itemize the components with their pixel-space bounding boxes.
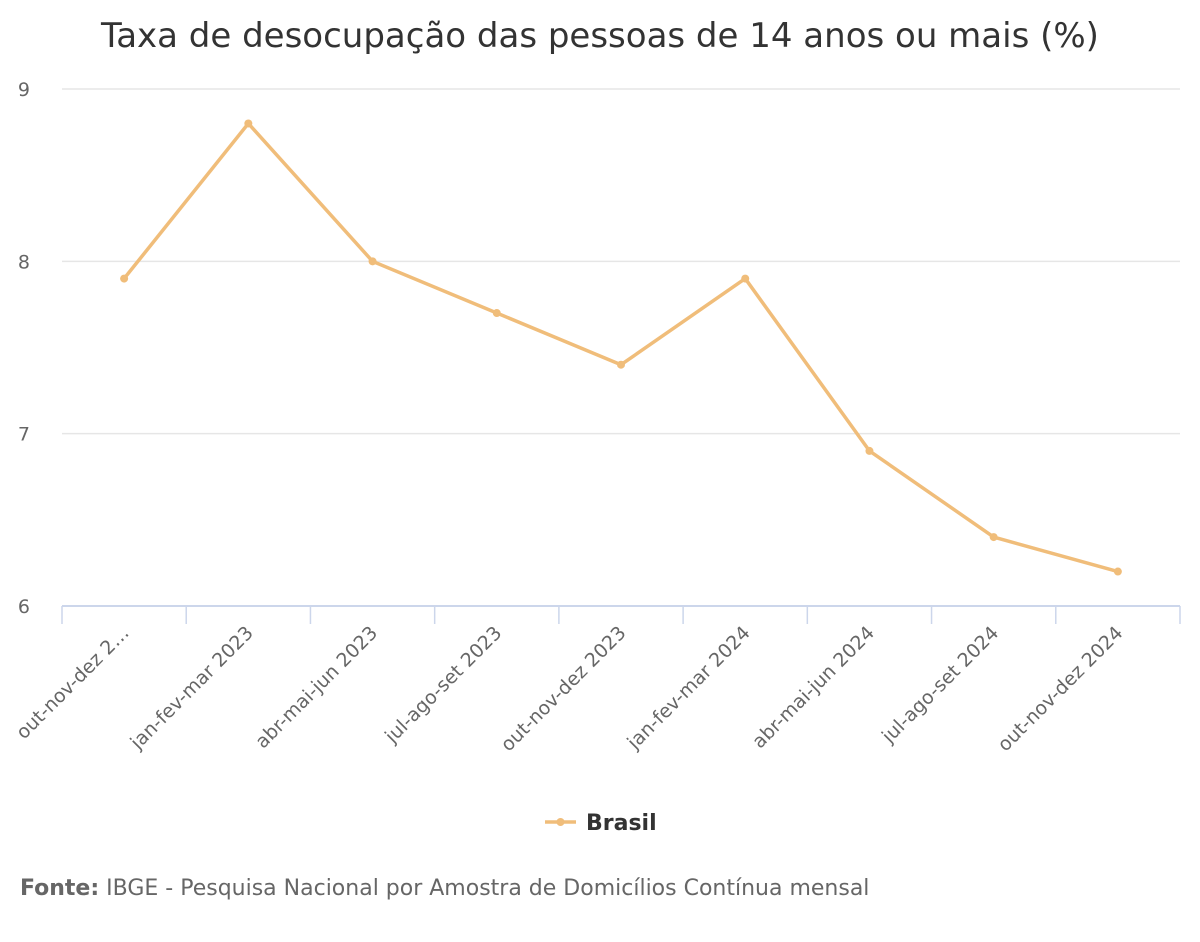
data-point[interactable] bbox=[244, 119, 253, 128]
y-tick-label: 9 bbox=[18, 79, 30, 101]
x-tick-label: out-nov-dez 2… bbox=[12, 622, 134, 744]
y-axis: 6 7 8 9 bbox=[18, 79, 30, 618]
legend[interactable]: Brasil bbox=[545, 811, 657, 836]
x-tick-label: jul-ago-set 2024 bbox=[877, 622, 1003, 748]
line-chart: Taxa de desocupação das pessoas de 14 an… bbox=[12, 16, 1181, 836]
data-point[interactable] bbox=[492, 309, 501, 318]
gridlines bbox=[62, 88, 1180, 435]
x-tick-label: abr-mai-jun 2023 bbox=[251, 622, 382, 753]
data-point[interactable] bbox=[120, 274, 129, 283]
x-tick-label: out-nov-dez 2024 bbox=[994, 622, 1128, 756]
source-note: Fonte: IBGE - Pesquisa Nacional por Amos… bbox=[20, 876, 869, 901]
x-tick-label: abr-mai-jun 2024 bbox=[748, 622, 879, 753]
x-tick-label: jul-ago-set 2023 bbox=[380, 622, 506, 748]
x-tick-label: jan-fev-mar 2024 bbox=[622, 622, 754, 754]
series-layer bbox=[120, 119, 1122, 576]
x-tick-label: out-nov-dez 2023 bbox=[497, 622, 631, 756]
source-text: IBGE - Pesquisa Nacional por Amostra de … bbox=[106, 876, 870, 901]
legend-label[interactable]: Brasil bbox=[586, 811, 657, 836]
data-point[interactable] bbox=[989, 533, 998, 542]
data-point[interactable] bbox=[617, 360, 625, 369]
x-axis: out-nov-dez 2…jan-fev-mar 2023abr-mai-ju… bbox=[12, 605, 1181, 756]
y-tick-label: 8 bbox=[18, 251, 30, 273]
source-label: Fonte: bbox=[20, 876, 100, 901]
y-tick-label: 7 bbox=[18, 424, 30, 446]
series-line bbox=[122, 121, 1120, 574]
x-tick-label: jan-fev-mar 2023 bbox=[126, 622, 258, 754]
data-point[interactable] bbox=[865, 446, 874, 455]
data-point[interactable] bbox=[741, 274, 750, 283]
data-point[interactable] bbox=[368, 257, 377, 266]
y-tick-label: 6 bbox=[18, 596, 30, 618]
chart-title: Taxa de desocupação das pessoas de 14 an… bbox=[100, 16, 1099, 56]
data-point[interactable] bbox=[1113, 567, 1122, 576]
legend-marker bbox=[556, 818, 565, 826]
